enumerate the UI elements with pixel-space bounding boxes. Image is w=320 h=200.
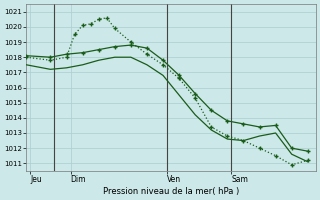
X-axis label: Pression niveau de la mer( hPa ): Pression niveau de la mer( hPa ) [103,187,239,196]
